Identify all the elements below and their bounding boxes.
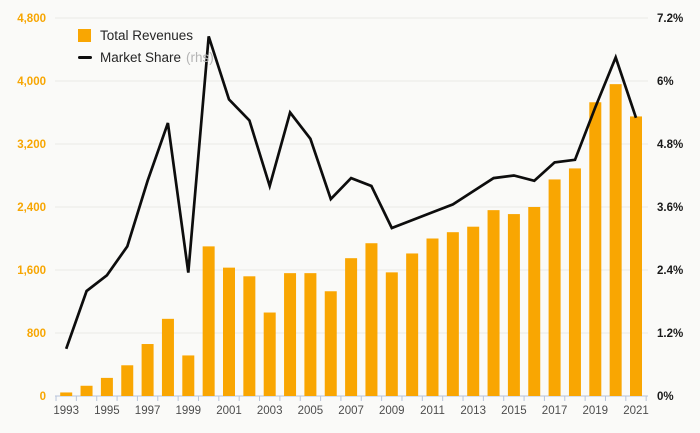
bar-2012: [446, 232, 459, 396]
x-axis-label: 2013: [460, 405, 486, 417]
x-axis-label: 1997: [135, 405, 161, 417]
y-axis-label-right: 2.4%: [657, 265, 683, 277]
chart-legend: Total Revenues Market Share (rhs): [78, 26, 214, 67]
bar-2006: [324, 291, 337, 396]
legend-item-total-revenues: Total Revenues: [78, 26, 214, 45]
legend-item-market-share: Market Share (rhs): [78, 48, 214, 67]
y-axis-label-left: 4,000: [17, 76, 46, 88]
bar-2018: [568, 168, 581, 396]
bar-2000: [202, 246, 215, 396]
bar-2021: [630, 116, 642, 396]
x-axis-label: 2009: [379, 405, 405, 417]
x-axis-label: 1995: [94, 405, 120, 417]
bar-1995: [100, 377, 113, 396]
bar-1997: [141, 344, 154, 396]
y-axis-label-right: 1.2%: [657, 328, 683, 340]
bar-1998: [161, 318, 174, 396]
legend-label-market-share: Market Share: [100, 50, 182, 65]
x-axis-label: 2001: [216, 405, 242, 417]
bar-2001: [223, 267, 235, 396]
y-axis-label-right: 4.8%: [657, 139, 683, 151]
x-axis-label: 1999: [176, 405, 202, 417]
bar-2013: [467, 226, 480, 396]
bar-2010: [406, 253, 419, 396]
y-axis-label-right: 6%: [657, 76, 674, 88]
bar-1993: [60, 392, 73, 396]
y-axis-label-left: 800: [27, 328, 46, 340]
bar-swatch-icon: [78, 29, 91, 42]
bar-1994: [80, 385, 93, 396]
x-axis-label: 2011: [420, 405, 445, 417]
market-share-line: [64, 35, 638, 350]
bar-2011: [426, 238, 439, 396]
y-axis-label-left: 4,800: [17, 13, 46, 25]
legend-label-total-revenues: Total Revenues: [100, 28, 194, 43]
x-axis-label: 2003: [257, 405, 283, 417]
y-axis-label-left: 3,200: [17, 139, 46, 151]
bar-2002: [243, 276, 256, 396]
legend-rhs-note: (rhs): [186, 50, 214, 65]
bar-2005: [304, 273, 317, 396]
x-axis-label: 2005: [298, 405, 324, 417]
bar-2020: [609, 84, 622, 397]
y-axis-label-left: 2,400: [17, 202, 46, 214]
bar-2008: [365, 243, 378, 396]
y-axis-label-right: 7.2%: [657, 13, 683, 25]
bar-2017: [548, 179, 561, 396]
x-axis-label: 2015: [501, 405, 527, 417]
bar-2016: [528, 207, 541, 396]
line-swatch-icon: [78, 56, 92, 59]
bar-2019: [589, 102, 602, 396]
bar-1996: [121, 365, 134, 396]
x-axis-label: 2021: [623, 405, 649, 417]
x-axis-label: 2007: [338, 405, 364, 417]
y-axis-label-left: 1,600: [17, 265, 46, 277]
x-axis-label: 1993: [53, 405, 79, 417]
x-axis-label: 2017: [542, 405, 568, 417]
bar-2015: [507, 214, 520, 396]
y-axis-label-right: 0%: [657, 391, 674, 403]
bar-2007: [345, 258, 358, 396]
y-axis-label-right: 3.6%: [657, 202, 683, 214]
bar-1999: [182, 355, 195, 396]
y-axis-label-left: 0: [40, 391, 46, 403]
bar-2009: [385, 272, 398, 396]
bar-2014: [487, 210, 500, 396]
bar-2004: [284, 273, 297, 396]
x-axis-label: 2019: [583, 405, 609, 417]
bar-2003: [263, 312, 276, 396]
